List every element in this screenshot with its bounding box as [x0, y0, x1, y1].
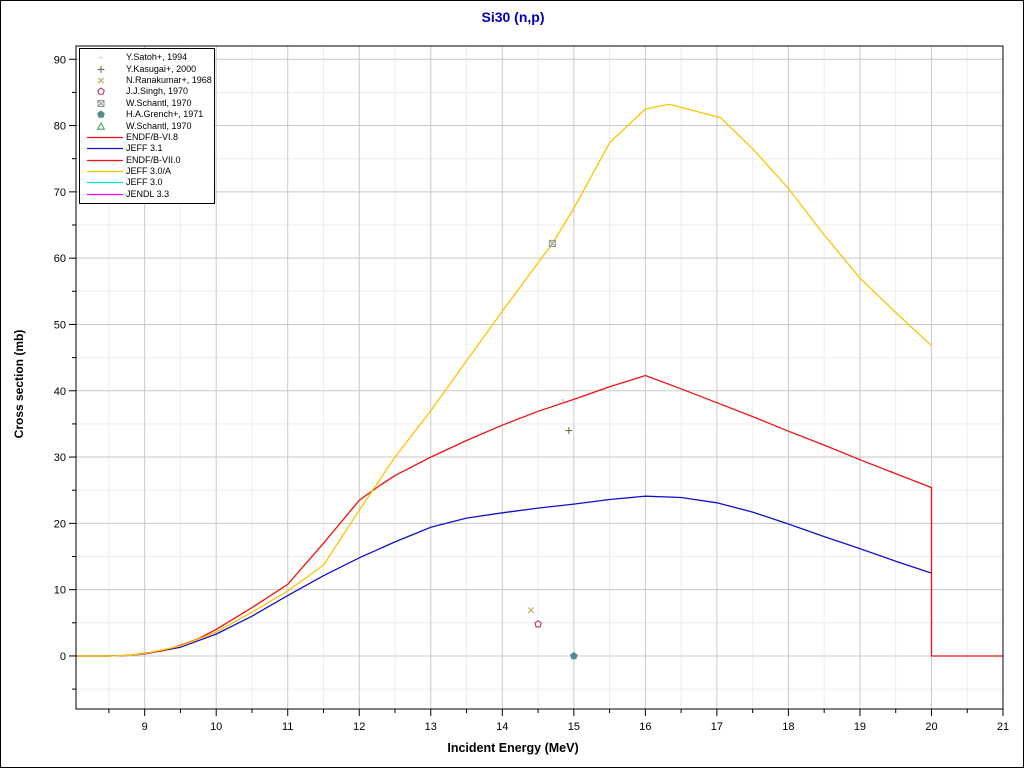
x-tick-label: 18: [782, 721, 794, 733]
x-tick-label: 21: [997, 721, 1009, 733]
legend-item: Y.Satoh+, 1994: [82, 52, 212, 63]
x-tick-label: 19: [854, 721, 866, 733]
data-point-j-j-singh-1970: [534, 620, 542, 628]
legend-item: JEFF 3.0/A: [82, 166, 212, 177]
legend-x-icon: [97, 77, 105, 84]
legend-item: JEFF 3.0: [82, 177, 212, 188]
data-point-y-kasugai-2000: [565, 427, 573, 434]
y-tick-label: 20: [54, 518, 66, 530]
data-point-n-ranakumar-1968: [527, 607, 535, 614]
x-tick-label: 16: [639, 721, 651, 733]
legend-plus-faint-icon: [99, 55, 103, 60]
data-point-w-schantl-1970: [548, 240, 556, 248]
curve-jeff-3-1: [76, 495, 932, 657]
legend-item-label: ENDF/B-VI.8: [126, 131, 179, 142]
legend-item-label: JEFF 3.1: [126, 143, 163, 154]
curve-jeff-3-0-a: [76, 103, 932, 657]
legend-item: J.J.Singh, 1970: [82, 86, 212, 97]
legend-item-label: ENDF/B-VII.0: [126, 154, 181, 165]
legend-line-swatch: [87, 148, 123, 150]
x-tick-label: 17: [711, 721, 723, 733]
legend-line-swatch: [87, 170, 123, 173]
x-tick-label: 14: [496, 721, 508, 733]
plot-border: [75, 45, 1004, 710]
legend-line-swatch: [87, 182, 123, 184]
x-tick-label: 11: [282, 721, 293, 733]
legend-item: W.Schantl, 1970: [82, 120, 212, 131]
y-tick-label: 10: [54, 585, 66, 597]
y-tick-label: 60: [54, 253, 66, 265]
legend-item-label: W.Schantl, 1970: [126, 97, 192, 108]
legend-item-label: JEFF 3.0: [126, 177, 163, 188]
x-tick-label: 9: [142, 721, 148, 733]
curve-endf-b-vii-0: [76, 374, 1003, 657]
y-tick-label: 0: [60, 651, 66, 663]
y-tick-label: 30: [54, 452, 66, 464]
x-tick-label: 15: [568, 721, 580, 733]
legend-item-label: H.A.Grench+, 1971: [126, 109, 204, 120]
legend-item-label: Y.Kasugai+, 2000: [126, 63, 197, 74]
legend-pentagon-filled-icon: [97, 110, 105, 118]
x-tick-label: 12: [353, 721, 365, 733]
legend-item: N.Ranakumar+, 1968: [82, 75, 212, 86]
y-tick-label: 70: [54, 187, 66, 199]
x-axis-title: Incident Energy (MeV): [447, 741, 579, 755]
y-tick-label: 90: [54, 54, 66, 66]
legend-item: JEFF 3.1: [82, 143, 212, 154]
legend-item-label: JENDL 3.3: [126, 188, 170, 199]
legend-line-swatch: [87, 193, 123, 196]
data-point-y-satoh-1994: [561, 398, 566, 403]
legend-line-swatch: [87, 136, 123, 139]
y-tick-label: 40: [54, 386, 66, 398]
legend-item-label: W.Schantl, 1970: [126, 120, 192, 131]
legend-item-label: N.Ranakumar+, 1968: [126, 74, 212, 85]
legend-item-label: Y.Satoh+, 1994: [126, 52, 188, 63]
chart-title: Si30 (n,p): [481, 9, 545, 25]
y-tick-label: 80: [54, 121, 66, 133]
legend-item: Y.Kasugai+, 2000: [82, 63, 212, 74]
legend-item: ENDF/B-VI.8: [82, 132, 212, 143]
legend-plus-icon: [97, 65, 105, 73]
legend: Y.Satoh+, 1994 Y.Kasugai+, 2000 N.Ranakuma…: [79, 48, 215, 205]
legend-line-swatch: [87, 159, 123, 161]
legend-item: ENDF/B-VII.0: [82, 155, 212, 166]
legend-item-label: JEFF 3.0/A: [126, 166, 172, 177]
data-point-h-a-grench-1971: [569, 651, 578, 660]
y-tick-label: 50: [54, 319, 66, 331]
legend-item: W.Schantl, 1970: [82, 98, 212, 109]
x-tick-label: 10: [210, 721, 222, 733]
legend-triangle-open-icon: [96, 121, 106, 130]
legend-square-x-icon: [97, 99, 105, 107]
x-tick-label: 20: [925, 721, 937, 733]
legend-item: JENDL 3.3: [82, 189, 212, 200]
legend-pentagon-open-icon: [97, 87, 105, 96]
x-tick-label: 13: [425, 721, 437, 733]
legend-item-label: J.J.Singh, 1970: [126, 86, 189, 97]
legend-item: H.A.Grench+, 1971: [82, 109, 212, 120]
y-axis-title: Cross section (mb): [12, 329, 26, 439]
